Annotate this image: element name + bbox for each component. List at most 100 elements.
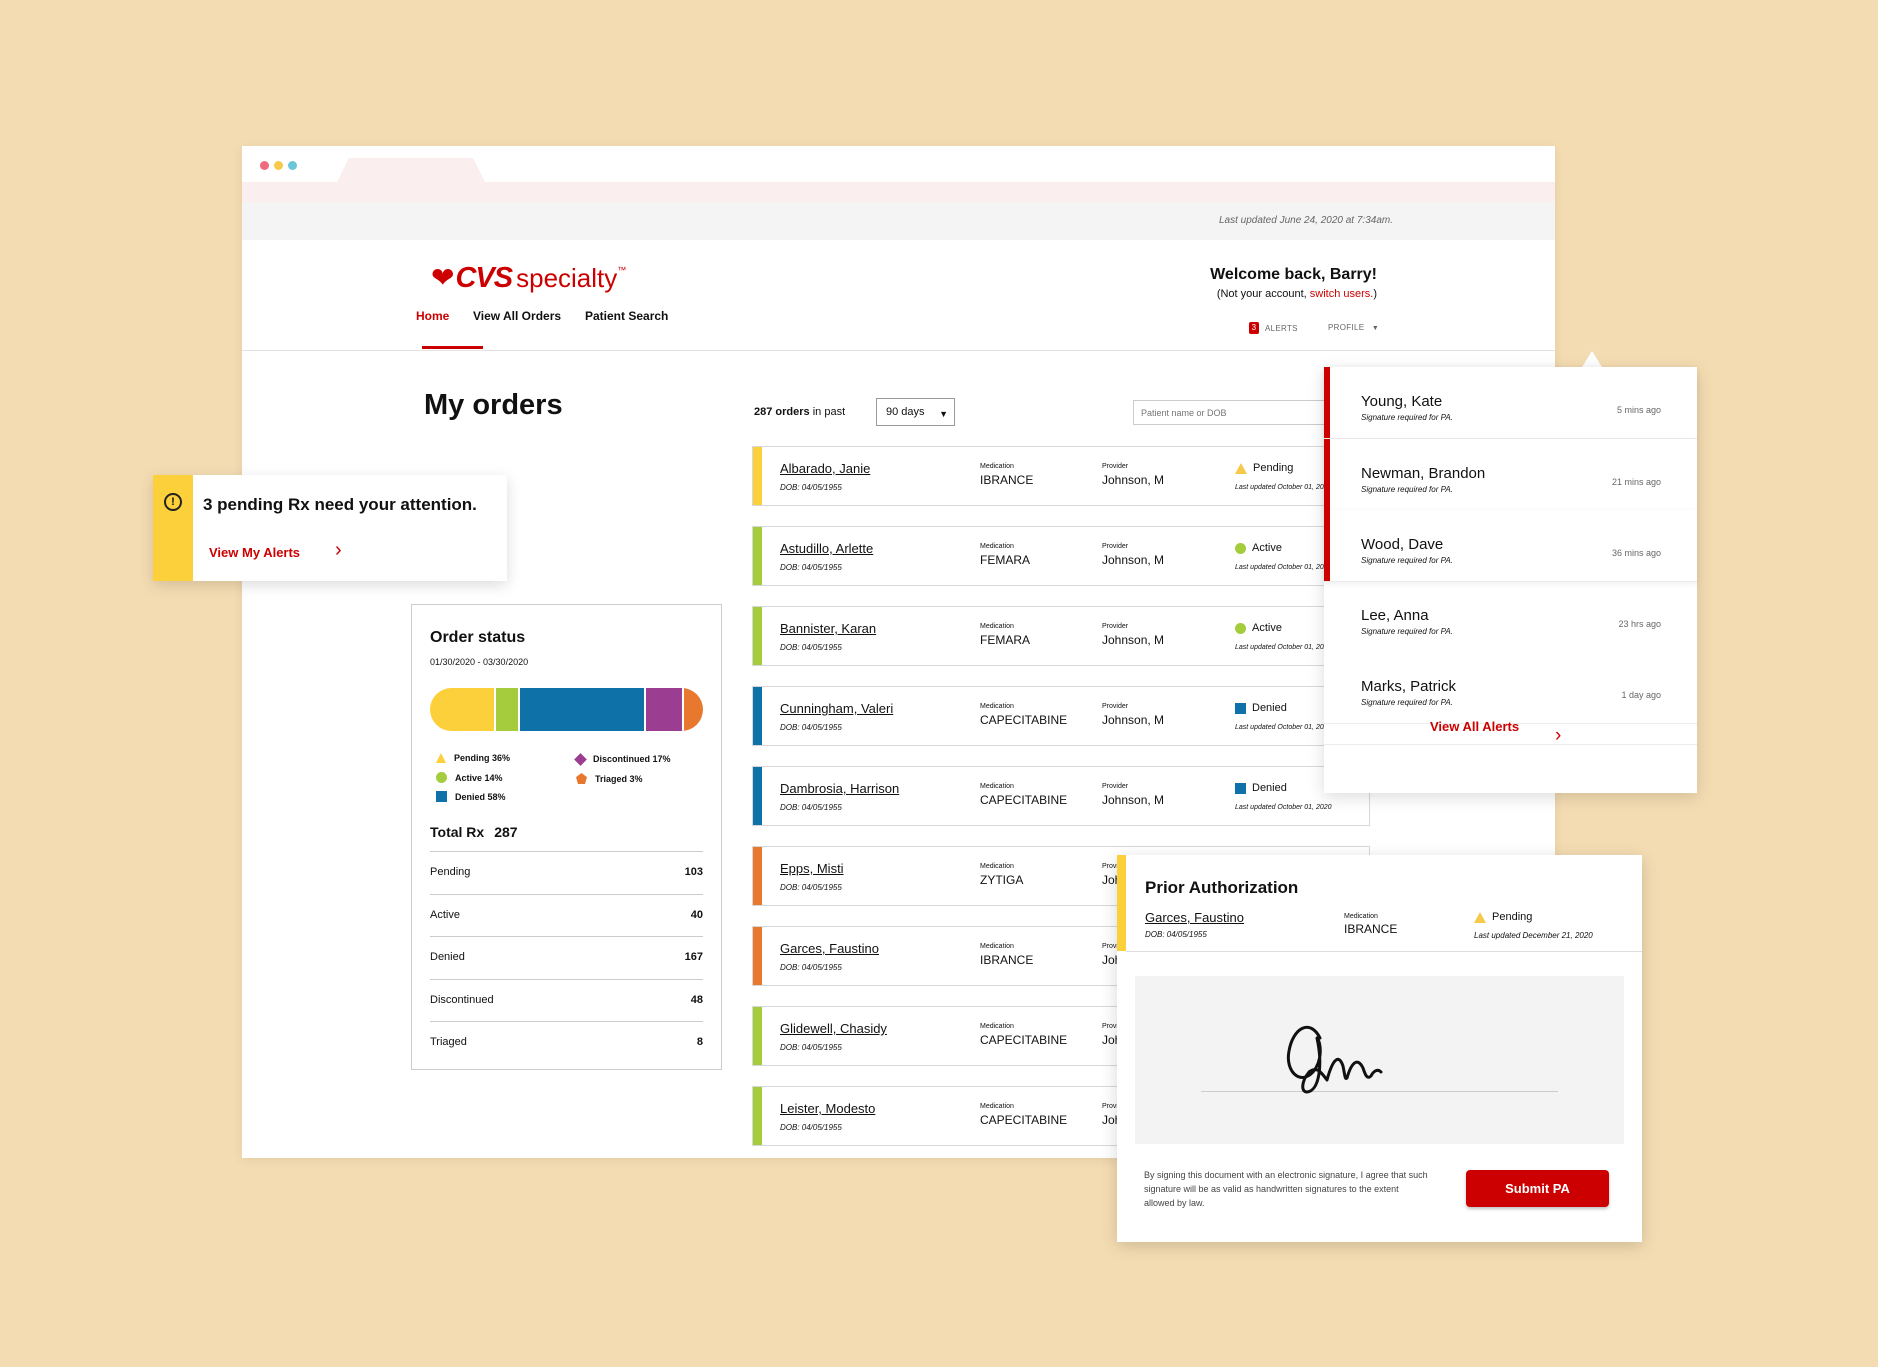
total-rx-value: 287: [494, 824, 518, 840]
order-status-bar: [753, 687, 762, 745]
page-title: My orders: [424, 389, 563, 421]
submit-pa-button[interactable]: Submit PA: [1466, 1170, 1609, 1207]
order-medication-label: Medication: [980, 783, 1014, 790]
order-medication-label: Medication: [980, 1023, 1014, 1030]
order-row[interactable]: Astudillo, Arlette DOB: 04/05/1955 Medicat…: [752, 526, 1370, 586]
logo-tm: ™: [617, 265, 627, 275]
alert-item[interactable]: Lee, Anna Signature required for PA. 23 hr…: [1324, 581, 1697, 653]
order-patient-name[interactable]: Albarado, Janie: [780, 461, 871, 476]
pa-medication-label: Medication: [1344, 913, 1378, 920]
order-last-updated: Last updated October 01, 2020: [1235, 724, 1332, 731]
alert-item[interactable]: Wood, Dave Signature required for PA. 36 m…: [1324, 510, 1697, 582]
order-status-text: Pending: [1253, 462, 1294, 474]
alert-patient-name: Lee, Anna: [1361, 607, 1429, 624]
order-status-bar: [753, 767, 762, 825]
alert-patient-name: Marks, Patrick: [1361, 678, 1457, 695]
orders-count-suffix: in past: [812, 406, 846, 418]
alert-time: 1 day ago: [1621, 690, 1661, 700]
order-row[interactable]: Bannister, Karan DOB: 04/05/1955 Medicatio…: [752, 606, 1370, 666]
update-bar: Last updated June 24, 2020 at 7:34am.: [242, 202, 1555, 240]
alerts-dropdown-panel: Young, Kate Signature required for PA. 5 m…: [1324, 367, 1697, 793]
square-icon: [1235, 702, 1246, 714]
order-patient-name[interactable]: Epps, Misti: [780, 861, 844, 876]
order-patient-name[interactable]: Garces, Faustino: [780, 941, 879, 956]
order-provider-label: Provider: [1102, 463, 1129, 470]
order-patient-name[interactable]: Cunningham, Valeri: [780, 701, 894, 716]
stackbar-segment-discontinued: [645, 688, 684, 731]
close-paren: ): [1373, 288, 1377, 300]
maximize-dot[interactable]: [288, 161, 297, 170]
exclamation-icon: !: [164, 493, 182, 511]
nav-view-all-orders[interactable]: View All Orders: [473, 309, 562, 323]
chevron-right-icon[interactable]: ›: [335, 539, 342, 561]
pa-divider: [1126, 951, 1642, 952]
alert-patient-name: Wood, Dave: [1361, 536, 1444, 553]
chevron-down-icon: ▼: [1371, 325, 1380, 332]
order-row[interactable]: Dambrosia, Harrison DOB: 04/05/1955 Medica…: [752, 766, 1370, 826]
pa-patient-name[interactable]: Garces, Faustino: [1145, 910, 1244, 925]
browser-tab[interactable]: [337, 158, 485, 182]
pa-status-text: Pending: [1492, 911, 1533, 923]
order-medication: IBRANCE: [980, 953, 1034, 967]
order-status-stacked-bar: [430, 688, 703, 731]
signature-stroke: [1286, 1025, 1383, 1094]
alert-time: 21 mins ago: [1611, 477, 1661, 487]
stackbar-segment-pending: [430, 688, 496, 731]
cvs-specialty-logo[interactable]: ❤ CVS specialty ™: [431, 262, 626, 295]
order-status: Denied: [1235, 782, 1287, 794]
alerts-label: ALERTS: [1265, 323, 1298, 333]
order-patient-name[interactable]: Glidewell, Chasidy: [780, 1021, 887, 1036]
chevron-right-icon[interactable]: ›: [1555, 725, 1562, 746]
order-row[interactable]: Cunningham, Valeri DOB: 04/05/1955 Medicat…: [752, 686, 1370, 746]
signature-pad[interactable]: [1135, 976, 1624, 1144]
order-medication: CAPECITABINE: [980, 793, 1068, 807]
order-patient-name[interactable]: Bannister, Karan: [780, 621, 877, 636]
switch-users-link[interactable]: switch users.: [1309, 288, 1374, 300]
order-patient-name[interactable]: Dambrosia, Harrison: [780, 781, 900, 796]
pa-last-updated: Last updated December 21, 2020: [1474, 931, 1593, 940]
order-medication-label: Medication: [980, 543, 1014, 550]
order-patient-name[interactable]: Astudillo, Arlette: [780, 541, 874, 556]
order-provider: Johnson, M: [1102, 713, 1165, 727]
order-medication: ZYTIGA: [980, 873, 1024, 887]
nav-patient-search[interactable]: Patient Search: [585, 309, 669, 323]
legend-item: Triaged 3%: [576, 773, 643, 784]
alert-item[interactable]: Marks, Patrick Signature required for PA.…: [1324, 652, 1697, 724]
diamond-icon: [574, 752, 587, 766]
order-status: Denied: [1235, 702, 1287, 714]
order-last-updated: Last updated October 01, 2020: [1235, 484, 1332, 491]
order-last-updated: Last updated October 01, 2020: [1235, 644, 1332, 651]
alert-item[interactable]: Newman, Brandon Signature required for PA…: [1324, 439, 1697, 511]
order-patient-dob: DOB: 04/05/1955: [780, 483, 842, 492]
nav-active-underline: [422, 346, 483, 349]
order-medication-label: Medication: [980, 863, 1014, 870]
order-provider-label: Provider: [1102, 1103, 1129, 1110]
status-row-label: Discontinued: [430, 993, 494, 1006]
order-patient-dob: DOB: 04/05/1955: [780, 1123, 842, 1132]
order-row[interactable]: Albarado, Janie DOB: 04/05/1955 Medication…: [752, 446, 1370, 506]
nav-home[interactable]: Home: [416, 309, 450, 323]
status-row-label: Denied: [430, 951, 465, 963]
logo-suffix: specialty: [516, 263, 618, 293]
status-row-discontinued: Discontinued 48: [430, 978, 703, 1021]
stackbar-segment-active: [495, 688, 521, 731]
order-patient-name[interactable]: Leister, Modesto: [780, 1101, 876, 1116]
close-dot[interactable]: [260, 161, 269, 170]
triangle-icon: [436, 753, 446, 763]
days-range-select[interactable]: 90 days ▼: [876, 398, 955, 426]
header-divider: [242, 350, 1555, 351]
view-all-alerts-link[interactable]: View All Alerts: [1430, 719, 1520, 734]
profile-menu[interactable]: PROFILE ▼: [1328, 323, 1379, 332]
order-medication-label: Medication: [980, 623, 1014, 630]
alert-item[interactable]: Young, Kate Signature required for PA. 5 m…: [1324, 367, 1697, 439]
alerts-menu[interactable]: 3 ALERTS: [1249, 322, 1298, 334]
legend-item: Active 14%: [436, 772, 503, 783]
last-updated-text: Last updated June 24, 2020 at 7:34am.: [1218, 215, 1393, 226]
stackbar-segment-denied: [520, 688, 646, 731]
alert-message: Signature required for PA.: [1361, 413, 1453, 422]
legend-label: Active 14%: [455, 772, 503, 783]
view-my-alerts-link[interactable]: View My Alerts: [209, 545, 301, 560]
order-patient-dob: DOB: 04/05/1955: [780, 723, 842, 732]
minimize-dot[interactable]: [274, 161, 283, 170]
order-status: Pending: [1235, 462, 1293, 474]
